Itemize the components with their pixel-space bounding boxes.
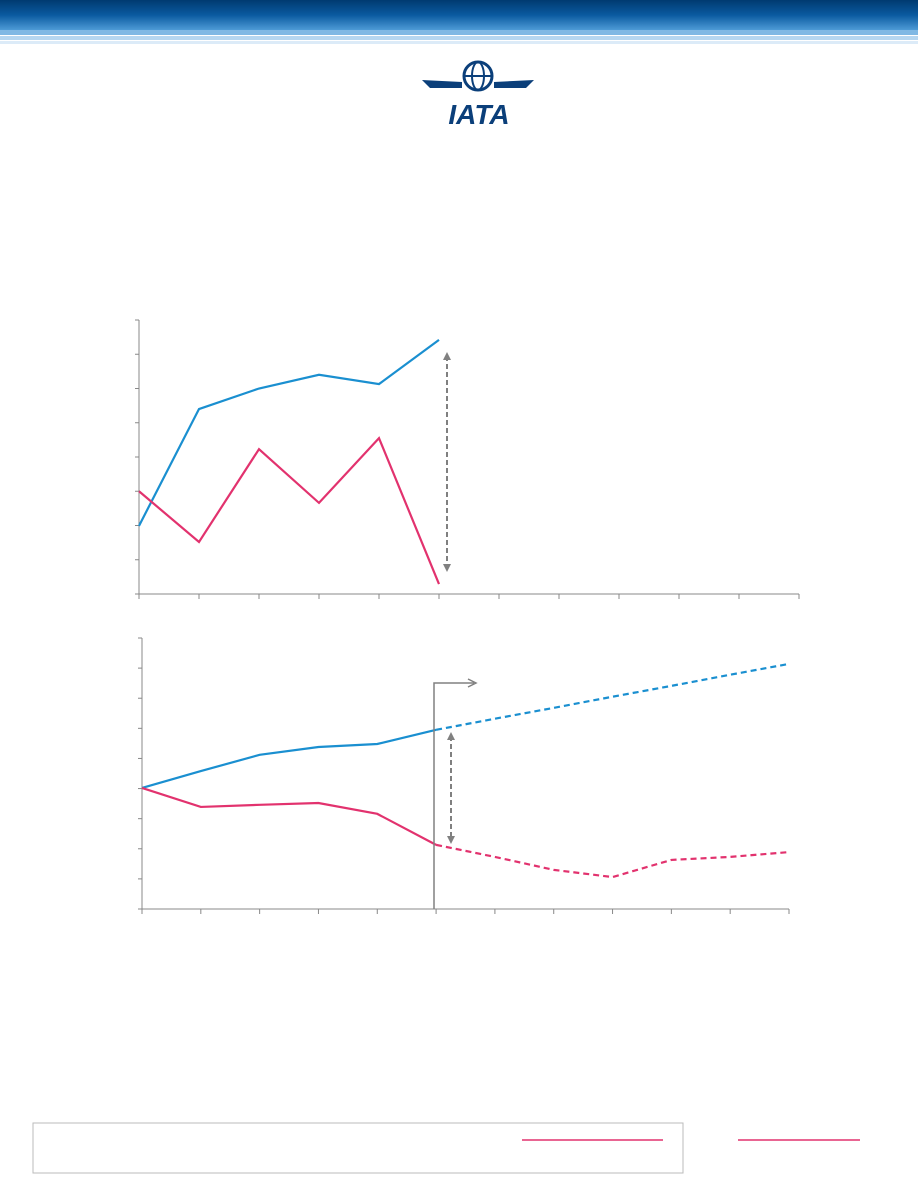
logo: IATA (422, 60, 534, 130)
footer-box (32, 1122, 860, 1174)
logo-text: IATA (448, 99, 509, 130)
charts (135, 319, 800, 914)
series-line (435, 843, 790, 879)
series-line (138, 436, 441, 585)
series-line (435, 662, 790, 731)
series-line (141, 786, 437, 846)
series-line (141, 728, 437, 790)
header-band (0, 0, 918, 44)
series-line (138, 338, 440, 527)
annotations (433, 352, 478, 909)
